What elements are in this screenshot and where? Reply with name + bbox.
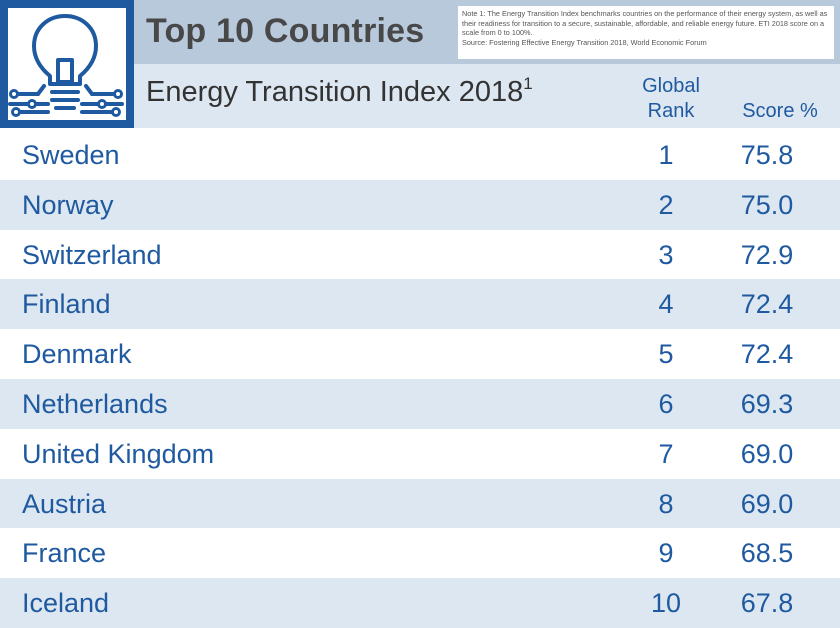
table-row: Sweden 1 75.8: [0, 130, 840, 180]
score-cell: 67.8: [740, 588, 794, 619]
country-cell: Finland: [22, 289, 111, 320]
country-cell: Netherlands: [22, 388, 168, 419]
source-text: Source: Fostering Effective Energy Trans…: [462, 37, 707, 47]
rank-cell: 10: [650, 588, 682, 619]
table-row: Iceland 10 67.8: [0, 578, 840, 628]
score-cell: 75.8: [740, 140, 794, 170]
footnote-text: Note 1: The Energy Transition Index benc…: [462, 9, 828, 38]
score-cell: 75.0: [740, 189, 794, 220]
score-cell: 72.9: [740, 239, 794, 270]
footnote-marker: 1: [523, 74, 533, 93]
rank-cell: 9: [658, 538, 674, 569]
country-cell: Austria: [22, 488, 107, 519]
ranking-table: Sweden 1 75.8 Norway 2 75.0 Switzerland 3 72.9 Fi…: [0, 130, 840, 628]
country-cell: United Kingdom: [22, 438, 215, 469]
header-band-bottom: [134, 64, 840, 128]
rank-cell: 3: [658, 239, 674, 270]
score-cell: 72.4: [740, 339, 794, 370]
score-cell: 68.5: [740, 538, 794, 569]
country-cell: Denmark: [22, 339, 132, 370]
rank-header-line2: Rank: [647, 100, 695, 122]
rank-cell: 1: [658, 140, 674, 170]
rank-cell: 8: [658, 488, 674, 519]
score-cell: 69.0: [740, 438, 794, 469]
chart-title: Top 10 Countries: [146, 12, 425, 50]
score-cell: 72.4: [740, 289, 794, 320]
rank-cell: 4: [658, 289, 674, 320]
table-row: Netherlands 6 69.3: [0, 378, 840, 429]
table-row: Austria 8 69.0: [0, 478, 840, 529]
country-cell: Norway: [22, 189, 114, 220]
score-cell: 69.0: [740, 488, 794, 519]
rank-header-line1: Global: [642, 75, 700, 97]
lightbulb-circuit-icon: [8, 8, 126, 120]
country-cell: Iceland: [22, 588, 110, 619]
table-row: Norway 2 75.0: [0, 179, 840, 230]
footnote-box: Note 1: The Energy Transition Index benc…: [458, 6, 834, 59]
column-header-score: Score %: [742, 100, 818, 122]
country-cell: France: [22, 538, 107, 569]
column-header-rank: Global Rank: [626, 74, 716, 124]
score-cell: 69.3: [740, 388, 794, 419]
table-row: Finland 4 72.4: [0, 279, 840, 330]
rank-cell: 7: [658, 438, 674, 469]
rank-cell: 2: [658, 189, 674, 220]
table-row: United Kingdom 7 69.0: [0, 428, 840, 479]
subtitle-text: Energy Transition Index 2018: [146, 76, 524, 108]
country-cell: Sweden: [22, 140, 120, 170]
chart-subtitle: Energy Transition Index 20181: [146, 74, 533, 109]
table-row: Denmark 5 72.4: [0, 329, 840, 379]
country-cell: Switzerland: [22, 239, 162, 270]
table-row: France 9 68.5: [0, 528, 840, 579]
rank-cell: 6: [658, 388, 674, 419]
table-row: Switzerland 3 72.9: [0, 229, 840, 280]
logo-panel: [0, 0, 134, 128]
rank-cell: 5: [658, 339, 674, 370]
